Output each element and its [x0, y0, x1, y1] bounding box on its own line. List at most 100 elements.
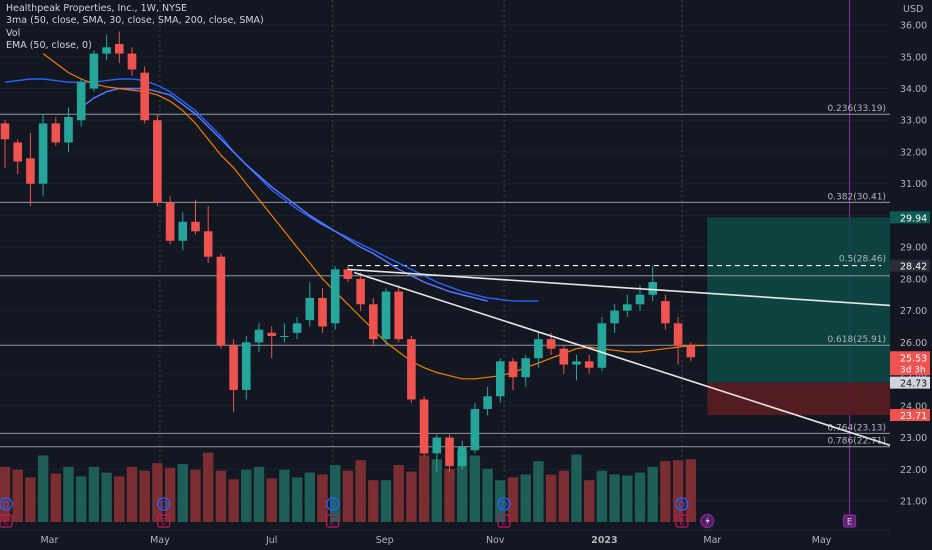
- price-axis-bg: [890, 0, 932, 550]
- candle-body[interactable]: [470, 408, 480, 451]
- price-label-0: 29.94: [900, 213, 927, 224]
- candle-body[interactable]: [597, 323, 607, 368]
- candle-body[interactable]: [242, 342, 251, 390]
- candle-body[interactable]: [127, 53, 137, 70]
- candle-body[interactable]: [26, 158, 35, 184]
- candle-body[interactable]: [343, 269, 353, 279]
- price-tick-11: 32.00: [900, 147, 927, 158]
- candle-body[interactable]: [445, 437, 454, 467]
- volume-bar: [406, 471, 417, 522]
- dividend-marker-0[interactable]: [0, 497, 13, 511]
- candle-body[interactable]: [292, 323, 302, 333]
- price-tick-1: 22.00: [900, 465, 927, 476]
- earnings-marker-0[interactable]: [0, 514, 13, 528]
- candle-body[interactable]: [584, 361, 594, 368]
- candle-body[interactable]: [648, 282, 657, 295]
- candle-body[interactable]: [38, 123, 48, 184]
- volume-bar: [317, 474, 328, 522]
- candle-body[interactable]: [483, 396, 492, 409]
- candle-body[interactable]: [13, 142, 22, 162]
- price-tick-10: 31.00: [900, 179, 927, 190]
- candle-body[interactable]: [280, 336, 289, 338]
- price-tick-2: 23.00: [900, 433, 927, 444]
- candle-body[interactable]: [203, 231, 213, 257]
- volume-bar: [342, 470, 354, 522]
- dividend-marker-3[interactable]: [497, 497, 511, 511]
- candle-body[interactable]: [254, 329, 264, 343]
- earnings-marker-4[interactable]: [675, 514, 689, 528]
- candle-body[interactable]: [318, 297, 327, 327]
- trend-line-upper[interactable]: [347, 268, 932, 309]
- volume-bar: [634, 472, 646, 522]
- fib-label-4: 0.764(23.13): [827, 423, 886, 433]
- candle-body[interactable]: [394, 291, 403, 340]
- candle-body[interactable]: [572, 361, 581, 365]
- candle-body[interactable]: [559, 348, 569, 365]
- price-tick-15: 36.00: [900, 21, 927, 32]
- price-tick-14: 35.00: [900, 52, 927, 63]
- candle-body[interactable]: [0, 123, 10, 140]
- volume-bar: [126, 466, 138, 522]
- candle-body[interactable]: [457, 447, 467, 467]
- candle-body[interactable]: [610, 310, 619, 324]
- candle-body[interactable]: [102, 47, 111, 54]
- earnings-marker-1[interactable]: [157, 514, 171, 528]
- volume-bar: [584, 480, 595, 522]
- candle-body[interactable]: [419, 399, 429, 454]
- volume-bar: [622, 475, 633, 522]
- volume-bar: [266, 478, 277, 522]
- candle-body[interactable]: [89, 53, 99, 89]
- candle-body[interactable]: [64, 117, 73, 143]
- candle-body[interactable]: [546, 339, 556, 349]
- candle-body[interactable]: [521, 358, 530, 378]
- volume-bar: [228, 479, 239, 522]
- candle-body[interactable]: [381, 291, 391, 340]
- time-label-6: Mar: [703, 535, 721, 546]
- time-label-4: Nov: [486, 535, 505, 546]
- price-label-2: 25.53: [900, 353, 927, 364]
- candle-body[interactable]: [153, 120, 162, 203]
- candle-body[interactable]: [356, 278, 365, 305]
- candle-body[interactable]: [178, 221, 188, 241]
- candle-body[interactable]: [51, 123, 61, 143]
- candle-body[interactable]: [432, 437, 442, 454]
- candle-body[interactable]: [140, 72, 149, 121]
- candle-body[interactable]: [267, 332, 276, 337]
- candle-body[interactable]: [496, 361, 505, 397]
- candle-body[interactable]: [534, 339, 543, 359]
- volume-bar: [545, 474, 557, 522]
- time-label-2: Jul: [265, 535, 277, 546]
- price-tick-5: 26.00: [900, 338, 927, 349]
- volume-bar: [88, 466, 100, 522]
- candle-body[interactable]: [673, 323, 683, 346]
- candle-body[interactable]: [623, 304, 632, 311]
- earnings-marker-2[interactable]: [326, 514, 340, 528]
- candle-body[interactable]: [686, 345, 696, 358]
- candle-body[interactable]: [229, 345, 238, 390]
- candle-body[interactable]: [76, 82, 86, 121]
- candle-body[interactable]: [330, 269, 340, 324]
- stop-zone[interactable]: [707, 382, 892, 416]
- candle-body[interactable]: [115, 44, 124, 54]
- candle-body[interactable]: [635, 294, 645, 305]
- dividend-marker-1[interactable]: [157, 497, 171, 511]
- earnings-marker-5[interactable]: [842, 514, 857, 528]
- candle-body[interactable]: [407, 339, 416, 400]
- candle-body[interactable]: [165, 202, 175, 241]
- candle-body[interactable]: [191, 221, 200, 232]
- trend-line-lower[interactable]: [354, 271, 932, 463]
- volume-bar: [291, 477, 303, 522]
- volume-bar: [114, 476, 125, 522]
- dividend-marker-2[interactable]: [326, 497, 340, 511]
- candle-body[interactable]: [216, 256, 226, 346]
- candle-body[interactable]: [305, 297, 315, 321]
- candle-body[interactable]: [508, 361, 518, 378]
- candle-body[interactable]: [369, 304, 378, 340]
- candle-body[interactable]: [661, 301, 670, 324]
- volume-bar: [368, 480, 379, 522]
- volume-bar: [152, 463, 163, 522]
- earnings-marker-3[interactable]: [497, 514, 511, 528]
- dividend-marker-4[interactable]: [675, 497, 689, 511]
